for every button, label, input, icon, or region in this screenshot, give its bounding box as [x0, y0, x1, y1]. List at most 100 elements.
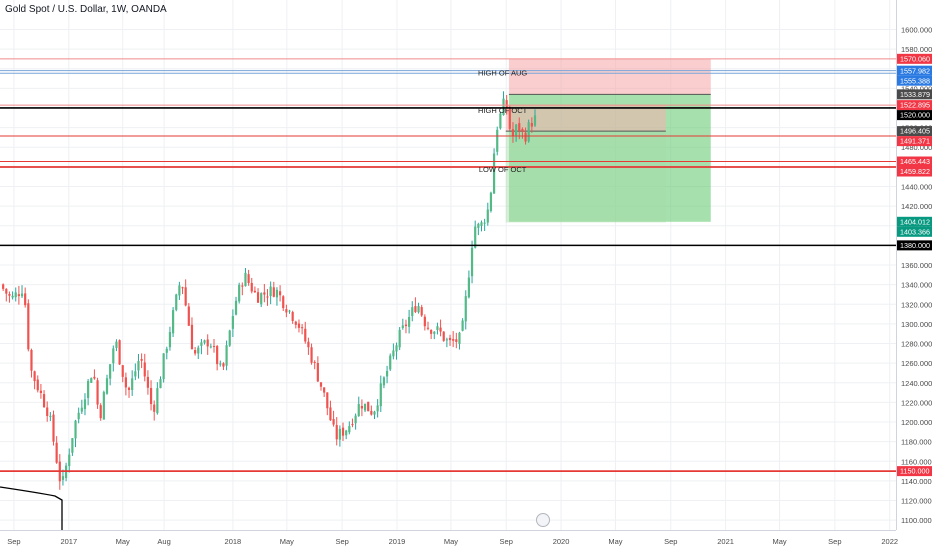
candle-body	[294, 321, 297, 325]
price-label-tag	[897, 136, 932, 147]
candle-body	[313, 361, 316, 363]
candle-body	[275, 289, 279, 298]
event-icon[interactable]	[536, 513, 550, 527]
candle-body	[338, 428, 341, 440]
candle-body	[74, 420, 77, 439]
price-label-text: 1491.371	[900, 137, 930, 146]
candle-body	[382, 377, 386, 386]
candle-body	[124, 377, 127, 388]
time-tick-label: May	[608, 537, 622, 546]
candle-body	[253, 290, 257, 293]
candle-body	[455, 339, 458, 342]
candle-body	[238, 284, 241, 302]
candle-body	[231, 316, 234, 329]
candle-body	[165, 348, 168, 353]
candle-body	[140, 359, 143, 361]
horizontal-levels[interactable]	[0, 58, 896, 473]
candle-body	[395, 345, 398, 352]
price-tick-label: 1300.000	[901, 320, 932, 329]
position-stop-zone[interactable]	[505, 105, 666, 132]
candle-body	[272, 287, 275, 297]
candle-body	[470, 247, 474, 277]
price-tick-label: 1180.000	[901, 438, 932, 447]
candle-body	[209, 346, 212, 348]
price-tick-label: 1160.000	[901, 457, 932, 466]
candle-body	[52, 414, 55, 442]
time-axis[interactable]: Sep 2017 May Aug 2018 May Sep 2019 May Sep 2020 May…	[7, 537, 898, 546]
candle-body	[153, 404, 156, 412]
candle-body	[433, 331, 436, 334]
price-tick-label: 1420.000	[901, 202, 932, 211]
time-tick-label: Sep	[664, 537, 677, 546]
candle-body	[90, 378, 93, 383]
annotation-label: LOW OF OCT	[479, 165, 527, 174]
time-tick-label: 2022	[881, 537, 898, 546]
price-label-tag	[897, 216, 932, 227]
candle-body	[260, 293, 263, 305]
candle-body	[445, 339, 448, 341]
candle-body	[436, 326, 439, 331]
candle-body	[115, 341, 118, 348]
time-tick-label: Sep	[500, 537, 513, 546]
time-axis-bg	[0, 530, 932, 550]
candle-body	[389, 355, 392, 370]
candle-body	[247, 274, 250, 284]
candle-body	[285, 309, 288, 313]
price-label-text: 1380.000	[900, 241, 930, 250]
position-target-zone[interactable]	[505, 131, 666, 223]
candle-body	[266, 296, 269, 298]
candle-body	[11, 295, 14, 298]
candle-body	[351, 424, 354, 426]
candle-body	[24, 293, 27, 306]
candle-body	[244, 272, 247, 287]
candle-body	[486, 209, 489, 223]
candle-body	[149, 387, 153, 405]
candle-body	[398, 329, 401, 348]
candle-body	[222, 363, 225, 367]
candle-body	[159, 379, 162, 389]
candle-body	[530, 122, 533, 127]
candle-body	[87, 381, 90, 398]
price-label-tag	[897, 75, 932, 86]
candle-body	[190, 324, 194, 350]
price-label-text: 1496.405	[900, 127, 930, 136]
price-tick-label: 1240.000	[901, 379, 932, 388]
candle-body	[93, 376, 96, 379]
candle-body	[143, 362, 146, 377]
candle-body	[420, 307, 423, 316]
candle-body	[480, 222, 483, 226]
price-label-text: 1522.895	[900, 101, 930, 110]
position-tools[interactable]	[505, 58, 711, 223]
price-tick-label: 1600.000	[901, 25, 932, 34]
price-label-tag	[897, 110, 932, 121]
candle-body	[250, 282, 253, 292]
candle-body	[241, 285, 244, 287]
price-label-text: 1403.366	[900, 227, 930, 236]
candle-body	[385, 370, 389, 377]
candle-body	[17, 294, 20, 297]
candle-body	[426, 327, 430, 329]
price-tick-label: 1580.000	[901, 45, 932, 54]
candle-body	[316, 362, 319, 382]
candle-body	[30, 349, 33, 371]
candle-body	[442, 331, 445, 341]
price-tick-label: 1100.000	[901, 516, 932, 525]
candle-body	[502, 98, 505, 116]
candle-body	[483, 222, 486, 224]
symbol-title[interactable]: Gold Spot / U.S. Dollar, 1W, OANDA	[5, 4, 167, 15]
candle-body	[329, 407, 332, 421]
candle-body	[234, 300, 238, 315]
candle-body	[127, 387, 131, 390]
candle-body	[168, 332, 172, 348]
position-stop-zone[interactable]	[508, 58, 711, 95]
candle-body	[146, 376, 150, 388]
drawn-curve[interactable]	[0, 486, 63, 530]
price-label-text: 1150.000	[900, 467, 929, 476]
candle-body	[335, 425, 338, 440]
price-tick-label: 1440.000	[901, 182, 932, 191]
candle-body	[216, 346, 219, 365]
candle-body	[492, 153, 496, 194]
candle-body	[137, 360, 140, 371]
price-label-tag	[897, 156, 932, 167]
